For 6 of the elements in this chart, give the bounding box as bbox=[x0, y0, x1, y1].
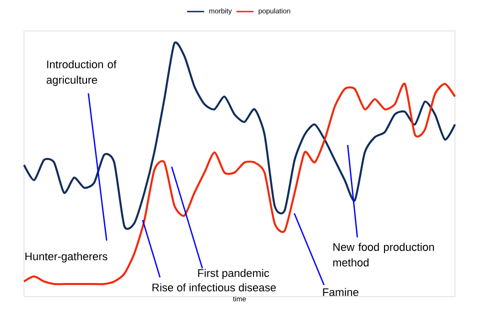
annotation: New food production method bbox=[333, 242, 434, 266]
annotation: Rise of infectious disease bbox=[152, 283, 276, 292]
annotation: Hunter-gatherers bbox=[25, 252, 108, 262]
annotation: Famine bbox=[323, 288, 358, 296]
annotation: Introduction of agriculture bbox=[46, 60, 117, 86]
annotation: First pandemic bbox=[198, 268, 270, 280]
